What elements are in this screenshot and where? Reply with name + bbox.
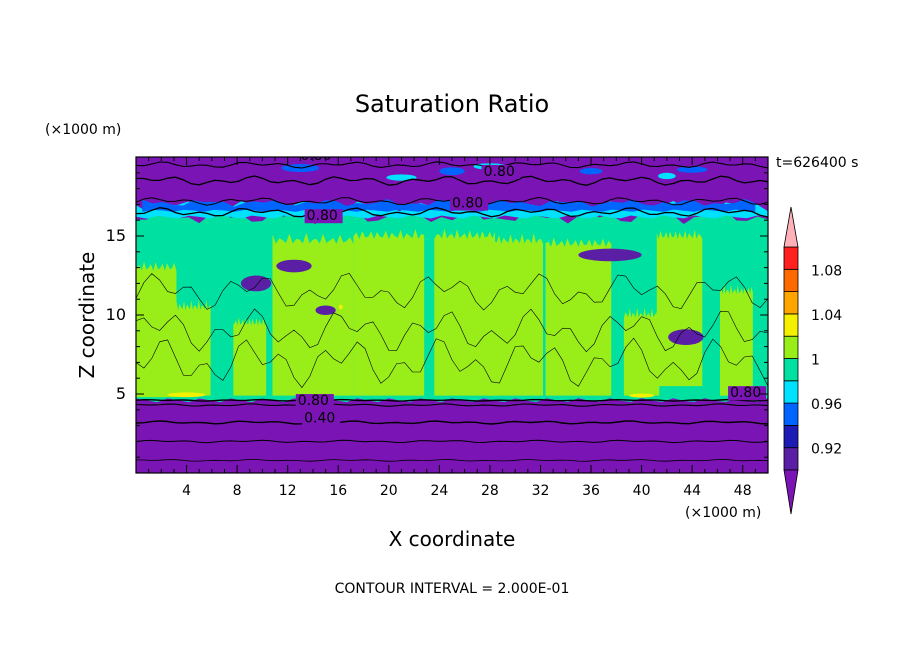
- dry-pocket: [578, 248, 642, 262]
- x-tick-label: 4: [182, 483, 191, 499]
- dry-pocket: [315, 305, 336, 316]
- contour-label-text: 0.80: [452, 196, 483, 212]
- colorbar-swatch: [783, 335, 799, 359]
- colorbar-swatch: [783, 424, 799, 449]
- contour-line: [136, 420, 768, 425]
- upper-cloud-patch: [658, 172, 676, 180]
- supersaturation-spot: [167, 392, 206, 398]
- contour-label-text: 0.80: [307, 208, 338, 224]
- colorbar-over-triangle: [783, 206, 799, 248]
- y-tick-label: 15: [106, 226, 126, 245]
- x-tick-label: 28: [481, 483, 499, 499]
- contour-label-text: 0.80: [730, 385, 761, 401]
- chart-title: Saturation Ratio: [355, 90, 549, 118]
- lime-plume: [623, 307, 660, 396]
- lime-plume: [272, 232, 354, 396]
- colorbar-tick-label: 0.92: [811, 442, 842, 458]
- colorbar-swatch: [783, 358, 799, 382]
- dry-pocket: [276, 259, 312, 273]
- colorbar: 0.92 0.96 1 1.04 1.08: [783, 206, 842, 515]
- contour-line: [136, 403, 768, 407]
- dry-pocket: [668, 329, 704, 346]
- x-tick-label: 8: [233, 483, 242, 499]
- upper-cloud-patch: [676, 166, 708, 173]
- upper-cloud-patch: [439, 167, 465, 176]
- time-label: t=626400 s: [776, 155, 858, 171]
- contour-line: [136, 308, 768, 353]
- y-tick-label: 5: [116, 384, 126, 403]
- y-unit-label: (×1000 m): [45, 122, 121, 138]
- lime-plume: [656, 229, 703, 387]
- lime-plume: [434, 228, 495, 396]
- contour-line: [136, 175, 768, 186]
- x-tick-label: 44: [683, 483, 701, 499]
- colorbar-tick-label: 1.04: [811, 308, 842, 324]
- lime-plume: [136, 261, 177, 398]
- colorbar-swatch: [783, 246, 799, 270]
- colorbar-swatch: [783, 268, 799, 292]
- contour-label: 0.80: [298, 148, 337, 164]
- cloud-top-blue: [142, 198, 756, 212]
- lime-plume: [175, 299, 211, 396]
- contour-label: 0.40: [302, 410, 341, 426]
- contour-label-text: 0.80: [300, 148, 331, 164]
- colorbar-swatch: [783, 447, 799, 471]
- colorbar-swatch: [783, 380, 799, 404]
- colorbar-tick-label: 1: [811, 353, 820, 369]
- y-axis-title: Z coordinate: [75, 252, 99, 379]
- contour-label-text: 0.80: [298, 393, 329, 409]
- colorbar-tick-label: 1.08: [811, 263, 842, 279]
- lime-plume: [353, 229, 425, 396]
- contour-label: 0.80: [481, 164, 520, 180]
- upper-cloud-patch: [579, 168, 603, 175]
- x-tick-label: 16: [329, 483, 347, 499]
- colorbar-swatch: [783, 291, 799, 315]
- x-axis-ticks: 4 8 12 16 20 24 28 32 36 40 44 48: [148, 157, 756, 499]
- x-unit-label: (×1000 m): [685, 505, 761, 521]
- contour-label: 0.80: [295, 393, 334, 409]
- contour-line: [136, 207, 768, 218]
- lime-plume: [545, 237, 612, 396]
- colorbar-swatch: [783, 402, 799, 426]
- contour-label: 0.80: [304, 208, 343, 224]
- contour-line: [136, 273, 768, 311]
- contour-line: [136, 161, 768, 169]
- y-tick-label: 10: [106, 305, 126, 324]
- x-tick-label: 20: [380, 483, 398, 499]
- contour-label-text: 0.80: [484, 164, 515, 180]
- contour-line: [136, 439, 768, 444]
- colorbar-under-triangle: [783, 469, 799, 515]
- supersaturation-spot: [338, 304, 343, 310]
- y-axis-ticks: 5 10 15: [106, 172, 768, 458]
- contour-label: 0.80: [450, 196, 488, 212]
- contour-label-text: 0.40: [304, 410, 335, 426]
- contour-label: 0.80: [728, 385, 767, 401]
- contour-line: [136, 398, 768, 402]
- x-tick-label: 48: [734, 483, 752, 499]
- upper-cloud-patch: [386, 174, 417, 181]
- lime-plume: [719, 283, 753, 396]
- dry-pocket: [240, 275, 272, 292]
- x-tick-label: 36: [582, 483, 600, 499]
- x-tick-label: 12: [279, 483, 297, 499]
- supersaturation-spot: [628, 393, 655, 398]
- colorbar-swatch: [783, 313, 799, 337]
- x-axis-title: X coordinate: [389, 527, 516, 551]
- x-tick-label: 24: [430, 483, 448, 499]
- x-tick-label: 40: [633, 483, 651, 499]
- contour-lines: 0.800.800.800.800.800.800.40: [136, 148, 768, 462]
- contour-line: [136, 337, 768, 389]
- contour-line: [136, 458, 768, 462]
- x-tick-label: 32: [532, 483, 550, 499]
- contour-interval-note: CONTOUR INTERVAL = 2.000E-01: [335, 581, 570, 597]
- lime-plume: [233, 316, 267, 396]
- colorbar-tick-label: 0.96: [811, 397, 842, 413]
